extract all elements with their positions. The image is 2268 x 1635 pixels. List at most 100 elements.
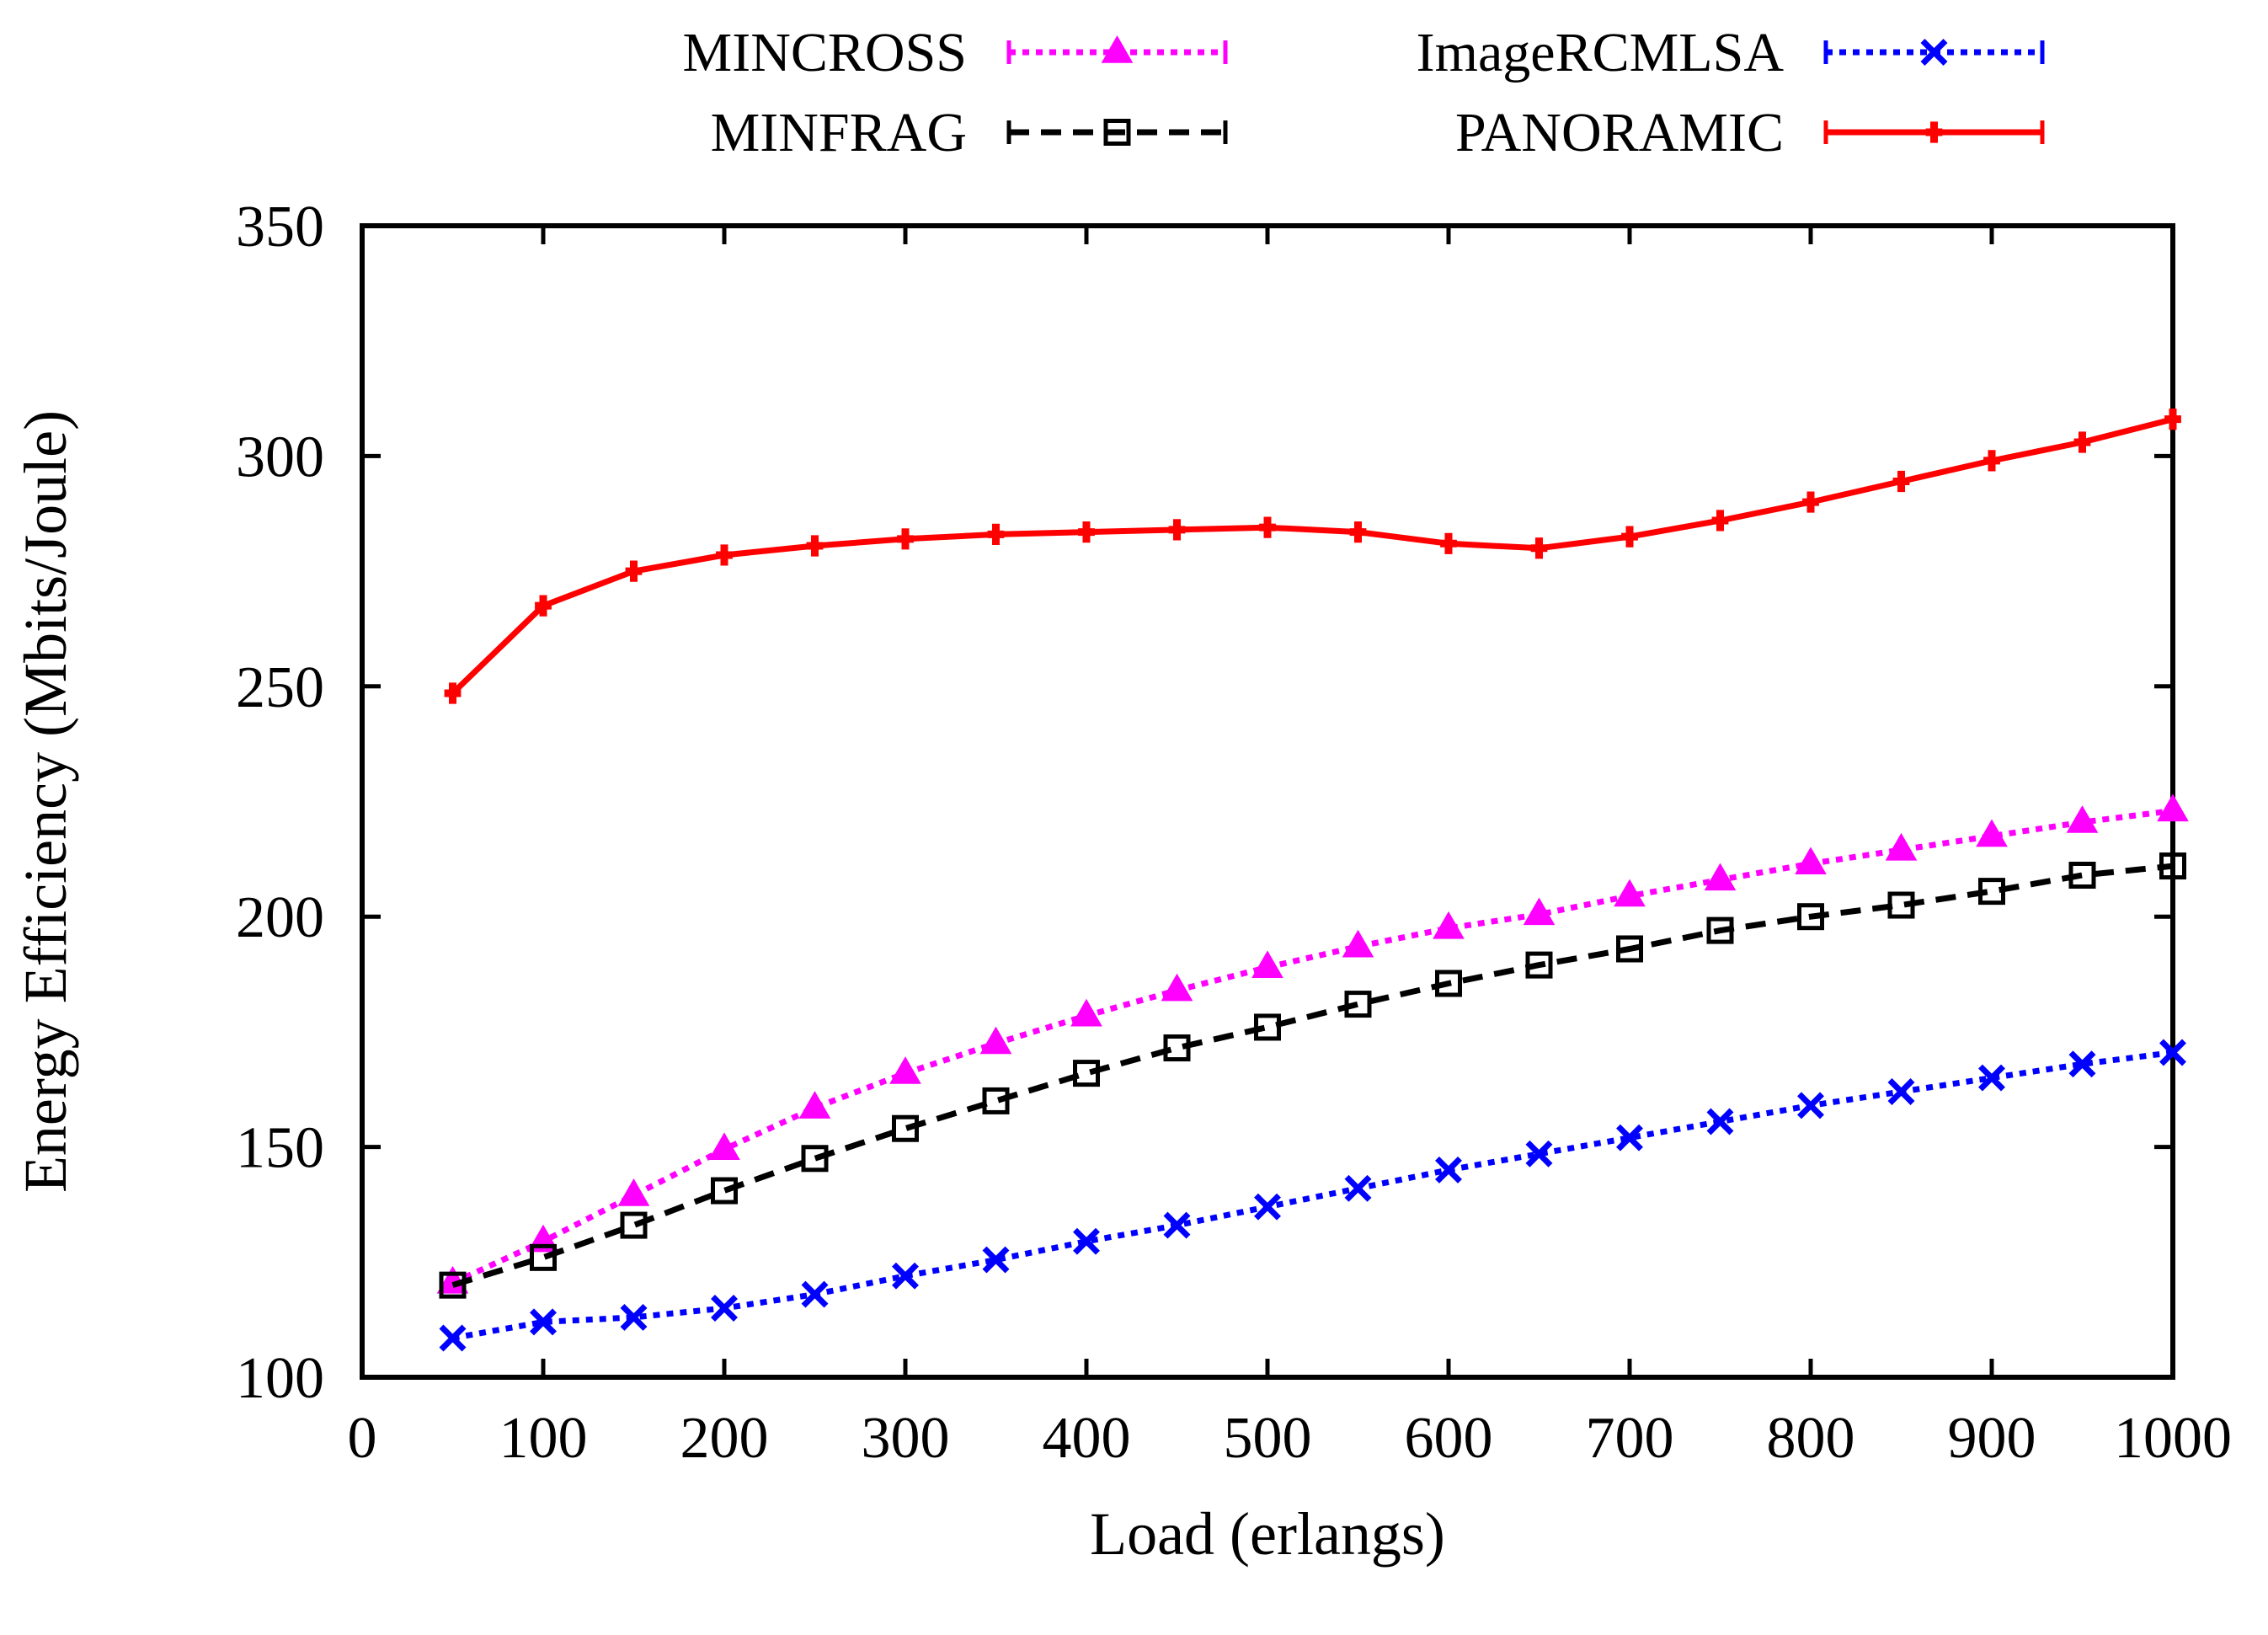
data-point-marker bbox=[535, 595, 552, 617]
x-tick-label: 1000 bbox=[2114, 1406, 2232, 1471]
data-point-marker bbox=[711, 1177, 738, 1205]
data-point-marker bbox=[617, 1178, 650, 1206]
series-layer bbox=[436, 409, 2189, 1352]
x-tick-label: 200 bbox=[680, 1406, 769, 1471]
data-point-marker bbox=[897, 528, 914, 550]
data-point-marker bbox=[1168, 519, 1186, 541]
data-point-marker bbox=[2066, 805, 2099, 833]
data-point-marker bbox=[1530, 537, 1548, 559]
data-point-marker bbox=[982, 1087, 1010, 1114]
x-axis-title: Load (erlangs) bbox=[1090, 1500, 1445, 1568]
x-tick-label: 700 bbox=[1586, 1406, 1674, 1471]
y-tick-label: 350 bbox=[236, 195, 324, 259]
data-point-marker bbox=[801, 1145, 829, 1173]
x-tick-label: 0 bbox=[348, 1406, 377, 1471]
y-tick-label: 200 bbox=[236, 885, 324, 950]
data-point-marker bbox=[1706, 1108, 1734, 1135]
data-point-marker bbox=[530, 1308, 557, 1336]
series-line bbox=[451, 1050, 2174, 1341]
x-axis-ticks: 0 100 200 300 400 500 600 700 800 900 1000 bbox=[348, 226, 2232, 1471]
data-point-marker bbox=[1433, 911, 1465, 939]
x-tick-label: 900 bbox=[1948, 1406, 2036, 1471]
data-point-marker bbox=[2164, 409, 2181, 430]
data-point-marker bbox=[801, 1280, 829, 1308]
data-point-marker bbox=[620, 1211, 648, 1239]
data-point-marker bbox=[1616, 935, 1643, 963]
legend-entry-panoramic: PANORAMIC bbox=[1455, 102, 2045, 163]
data-point-marker bbox=[1887, 1078, 1915, 1105]
data-point-marker bbox=[1802, 491, 1819, 513]
data-point-marker bbox=[1435, 970, 1462, 997]
data-point-marker bbox=[1976, 819, 2008, 847]
data-point-marker bbox=[1344, 991, 1372, 1018]
data-point-marker bbox=[1616, 1124, 1643, 1151]
data-point-marker bbox=[987, 523, 1005, 545]
legend-label: MINCROSS bbox=[683, 22, 967, 83]
data-point-marker bbox=[1440, 532, 1457, 554]
legend-label: ImageRCMLSA bbox=[1417, 22, 1785, 83]
legend: MINCROSS MINFRAG ImageRCMLSA PANORAMIC bbox=[683, 22, 2045, 163]
data-point-marker bbox=[2068, 861, 2096, 889]
data-point-marker bbox=[1251, 950, 1283, 979]
series-mincross bbox=[436, 793, 2189, 1294]
series-minfrag bbox=[439, 852, 2186, 1299]
data-point-marker bbox=[1614, 879, 1646, 907]
legend-label: MINFRAG bbox=[711, 102, 967, 163]
data-point-marker bbox=[889, 1056, 921, 1084]
data-point-marker bbox=[716, 544, 733, 566]
data-point-marker bbox=[982, 1246, 1010, 1274]
data-point-marker bbox=[1073, 1060, 1100, 1087]
x-tick-label: 400 bbox=[1043, 1406, 1131, 1471]
data-point-marker bbox=[444, 682, 462, 704]
data-point-marker bbox=[625, 560, 643, 582]
data-point-marker bbox=[1344, 1174, 1372, 1202]
legend-label: PANORAMIC bbox=[1455, 102, 1784, 163]
data-point-marker bbox=[711, 1295, 738, 1322]
y-tick-label: 300 bbox=[236, 425, 324, 489]
series-imagercmlsa bbox=[439, 1039, 2186, 1352]
data-point-marker bbox=[2073, 431, 2091, 453]
data-point-marker bbox=[1073, 1227, 1100, 1255]
data-point-marker bbox=[1163, 1034, 1191, 1062]
data-point-marker bbox=[1887, 891, 1915, 919]
data-point-marker bbox=[708, 1132, 740, 1161]
data-point-marker bbox=[1920, 39, 1948, 66]
data-point-marker bbox=[1711, 510, 1729, 532]
data-point-marker bbox=[2157, 793, 2189, 822]
x-tick-label: 300 bbox=[862, 1406, 950, 1471]
series-line bbox=[451, 863, 2174, 1288]
data-point-marker bbox=[798, 1091, 831, 1119]
data-point-marker bbox=[1797, 1092, 1824, 1119]
data-point-marker bbox=[979, 1026, 1012, 1055]
y-tick-label: 100 bbox=[236, 1346, 324, 1411]
y-axis-ticks: 100 150 200 250 300 350 bbox=[236, 195, 2173, 1411]
data-point-marker bbox=[1349, 521, 1367, 543]
data-point-marker bbox=[1704, 863, 1737, 891]
data-point-marker bbox=[1254, 1193, 1281, 1221]
data-point-marker bbox=[1925, 121, 1943, 143]
x-tick-label: 800 bbox=[1767, 1406, 1855, 1471]
data-point-marker bbox=[530, 1243, 557, 1271]
data-point-marker bbox=[1797, 903, 1824, 931]
data-point-marker bbox=[1078, 521, 1095, 543]
series-line bbox=[451, 416, 2174, 696]
data-point-marker bbox=[439, 1271, 467, 1299]
data-point-marker bbox=[1795, 847, 1827, 875]
x-tick-label: 500 bbox=[1224, 1406, 1312, 1471]
data-point-marker bbox=[1163, 1211, 1191, 1239]
data-point-marker bbox=[439, 1324, 467, 1352]
data-point-marker bbox=[1435, 1156, 1462, 1184]
data-point-marker bbox=[1621, 526, 1638, 548]
y-tick-label: 250 bbox=[236, 655, 324, 720]
x-tick-label: 100 bbox=[499, 1406, 588, 1471]
legend-entry-imagercmlsa: ImageRCMLSA bbox=[1417, 22, 2045, 83]
y-tick-label: 150 bbox=[236, 1116, 324, 1181]
y-axis-title: Energy Efficiency (Mbits/Joule) bbox=[12, 410, 79, 1193]
data-point-marker bbox=[1103, 119, 1131, 146]
legend-entry-minfrag: MINFRAG bbox=[711, 102, 1228, 163]
data-point-marker bbox=[1978, 878, 2005, 906]
data-point-marker bbox=[1342, 929, 1374, 958]
data-point-marker bbox=[2159, 1039, 2186, 1066]
data-point-marker bbox=[1254, 1013, 1281, 1041]
